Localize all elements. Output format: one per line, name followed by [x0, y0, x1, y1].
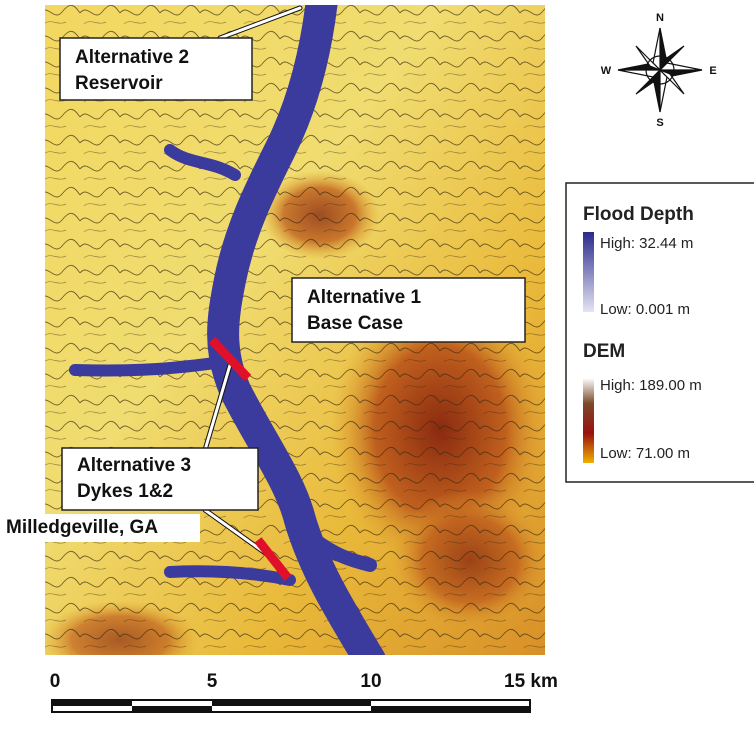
legend: Flood Depth High: 32.44 m Low: 0.001 m D… — [566, 183, 754, 482]
page: N S E W Alternative 2 Reservoir Alternat… — [0, 0, 754, 742]
legend-ramp — [583, 232, 594, 312]
compass-s: S — [656, 117, 663, 129]
legend-label: High: 32.44 m — [600, 235, 693, 252]
compass-e: E — [709, 65, 716, 77]
place-label: Milledgeville, GA — [6, 517, 158, 538]
scale-label: 15 km — [504, 671, 558, 692]
callout: Alternative 1 Base Case — [292, 278, 525, 342]
callout: Alternative 3 Dykes 1&2 — [62, 448, 258, 510]
legend-ramp — [583, 378, 594, 463]
scale-bar: 0 5 10 15 km — [50, 671, 558, 712]
legend-title: DEM — [583, 341, 625, 362]
scale-label: 0 — [50, 671, 61, 692]
callout-line: Alternative 1 — [307, 287, 421, 308]
legend-label: High: 189.00 m — [600, 377, 702, 394]
compass-w: W — [601, 65, 612, 77]
callout-line: Reservoir — [75, 73, 163, 94]
scale-label: 10 — [360, 671, 381, 692]
scale-label: 5 — [207, 671, 218, 692]
callout-line: Alternative 2 — [75, 47, 189, 68]
legend-label: Low: 0.001 m — [600, 301, 690, 318]
callout-line: Alternative 3 — [77, 455, 191, 476]
figure: N S E W Alternative 2 Reservoir Alternat… — [0, 0, 754, 742]
legend-title: Flood Depth — [583, 204, 694, 225]
compass-n: N — [656, 12, 664, 24]
callout-line: Dykes 1&2 — [77, 481, 173, 502]
compass: N S E W — [601, 12, 717, 129]
callout-line: Base Case — [307, 313, 403, 334]
legend-label: Low: 71.00 m — [600, 445, 690, 462]
callout: Alternative 2 Reservoir — [60, 38, 252, 100]
